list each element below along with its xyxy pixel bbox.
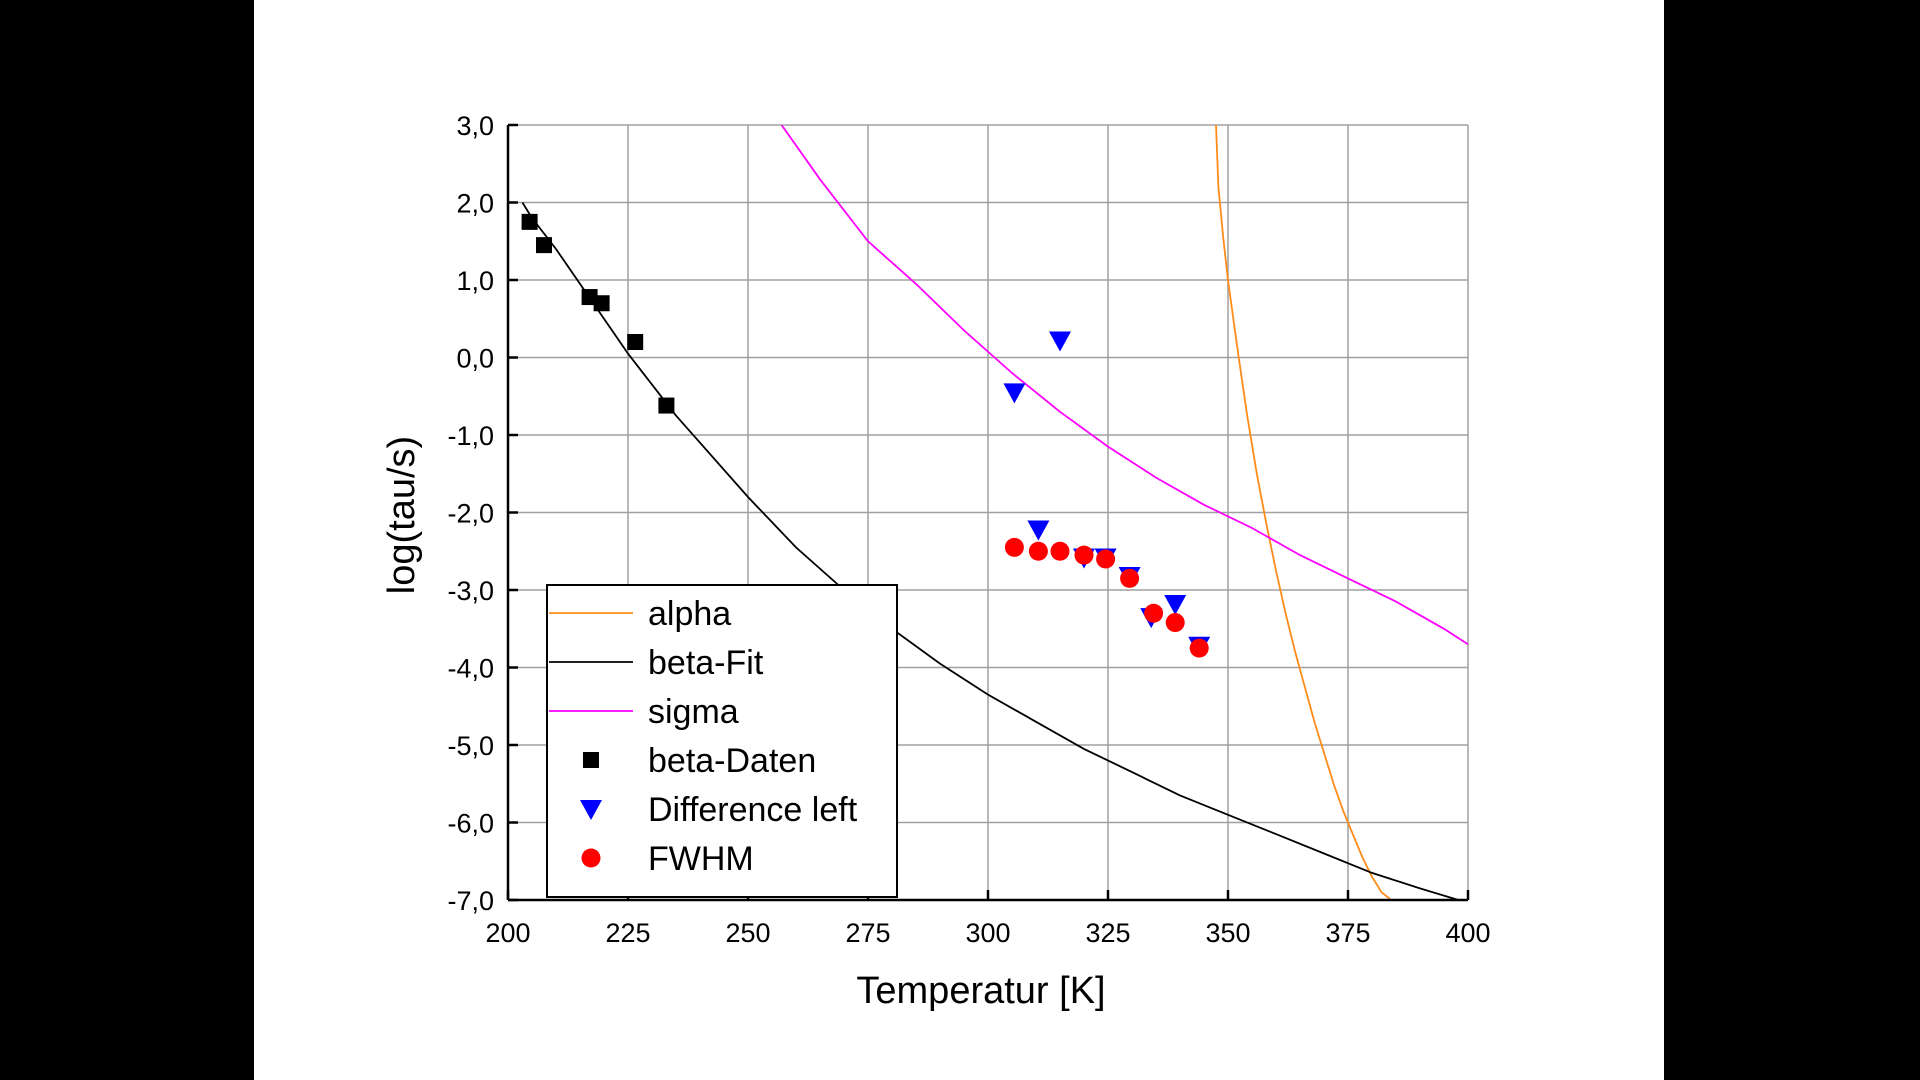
fwhm-point	[1120, 568, 1140, 588]
legend: alpha beta-Fit sigma beta-Daten Difference l…	[546, 584, 898, 898]
fwhm-point	[1028, 541, 1048, 561]
x-tick-label: 250	[725, 918, 770, 948]
legend-label-fwhm: FWHM	[648, 840, 754, 878]
y-tick-label: 0,0	[456, 344, 494, 374]
legend-label-difference-left: Difference left	[648, 791, 858, 829]
legend-swatch-difference-left	[580, 800, 602, 820]
beta-daten-point	[627, 334, 644, 350]
fwhm-point	[1074, 545, 1094, 565]
beta-daten-point	[593, 295, 610, 312]
difference-left-point	[1027, 520, 1050, 541]
y-tick-label: -3,0	[447, 576, 494, 606]
y-tick-label: -5,0	[447, 731, 494, 761]
legend-swatch-fwhm	[581, 848, 601, 868]
legend-label-beta-fit: beta-Fit	[648, 644, 764, 682]
y-tick-label: -2,0	[447, 499, 494, 529]
x-tick-label: 350	[1205, 918, 1250, 948]
x-tick-label: 400	[1445, 918, 1490, 948]
y-tick-label: -1,0	[447, 421, 494, 451]
sigma-line	[780, 125, 1468, 646]
x-tick-label: 375	[1325, 918, 1370, 948]
plot-canvas: 200 225 250 275 300 325 350 375 400 3,0 2,0 1,0 0,0 -…	[254, 0, 1664, 1080]
beta-daten-point	[521, 213, 538, 230]
series-layer	[521, 125, 1468, 900]
alpha-line	[1215, 125, 1392, 900]
y-tick-label: -6,0	[447, 809, 494, 839]
x-tick-label: 225	[605, 918, 650, 948]
grid	[508, 124, 1469, 900]
difference-left-point	[1049, 331, 1071, 352]
y-axis-title: log(tau/s)	[381, 436, 423, 594]
beta-daten-point	[658, 397, 675, 414]
x-axis-title: Temperatur [K]	[856, 970, 1105, 1012]
x-tick-label: 325	[1085, 918, 1130, 948]
axes: 200 225 250 275 300 325 350 375 400 3,0 2,0 1,0 0,0 -…	[447, 111, 1490, 948]
difference-left-point	[1164, 594, 1187, 615]
x-tick-label: 200	[485, 918, 530, 948]
fwhm-point	[1189, 638, 1209, 658]
fwhm-point	[1144, 603, 1164, 623]
beta-daten-point	[581, 289, 598, 306]
x-tick-label: 275	[845, 918, 890, 948]
legend-swatch-beta-daten	[583, 752, 599, 768]
difference-left-point	[1003, 383, 1026, 404]
legend-box	[546, 584, 898, 898]
chart: 200 225 250 275 300 325 350 375 400 3,0 2,0 1,0 0,0 -…	[381, 111, 1491, 1012]
legend-label-alpha: alpha	[648, 595, 731, 633]
y-tick-label: 3,0	[456, 111, 494, 141]
fwhm-point	[1096, 549, 1116, 569]
fwhm-point	[1050, 541, 1070, 561]
legend-label-beta-daten: beta-Daten	[648, 742, 816, 780]
y-tick-label: -4,0	[447, 654, 494, 684]
y-tick-label: 2,0	[456, 189, 494, 219]
x-tick-label: 300	[965, 918, 1010, 948]
beta-daten-point	[536, 237, 552, 254]
y-tick-label: 1,0	[456, 266, 494, 296]
y-tick-label: -7,0	[447, 886, 494, 916]
legend-label-sigma: sigma	[648, 693, 739, 731]
fwhm-point	[1165, 613, 1185, 633]
fwhm-point	[1004, 537, 1024, 557]
